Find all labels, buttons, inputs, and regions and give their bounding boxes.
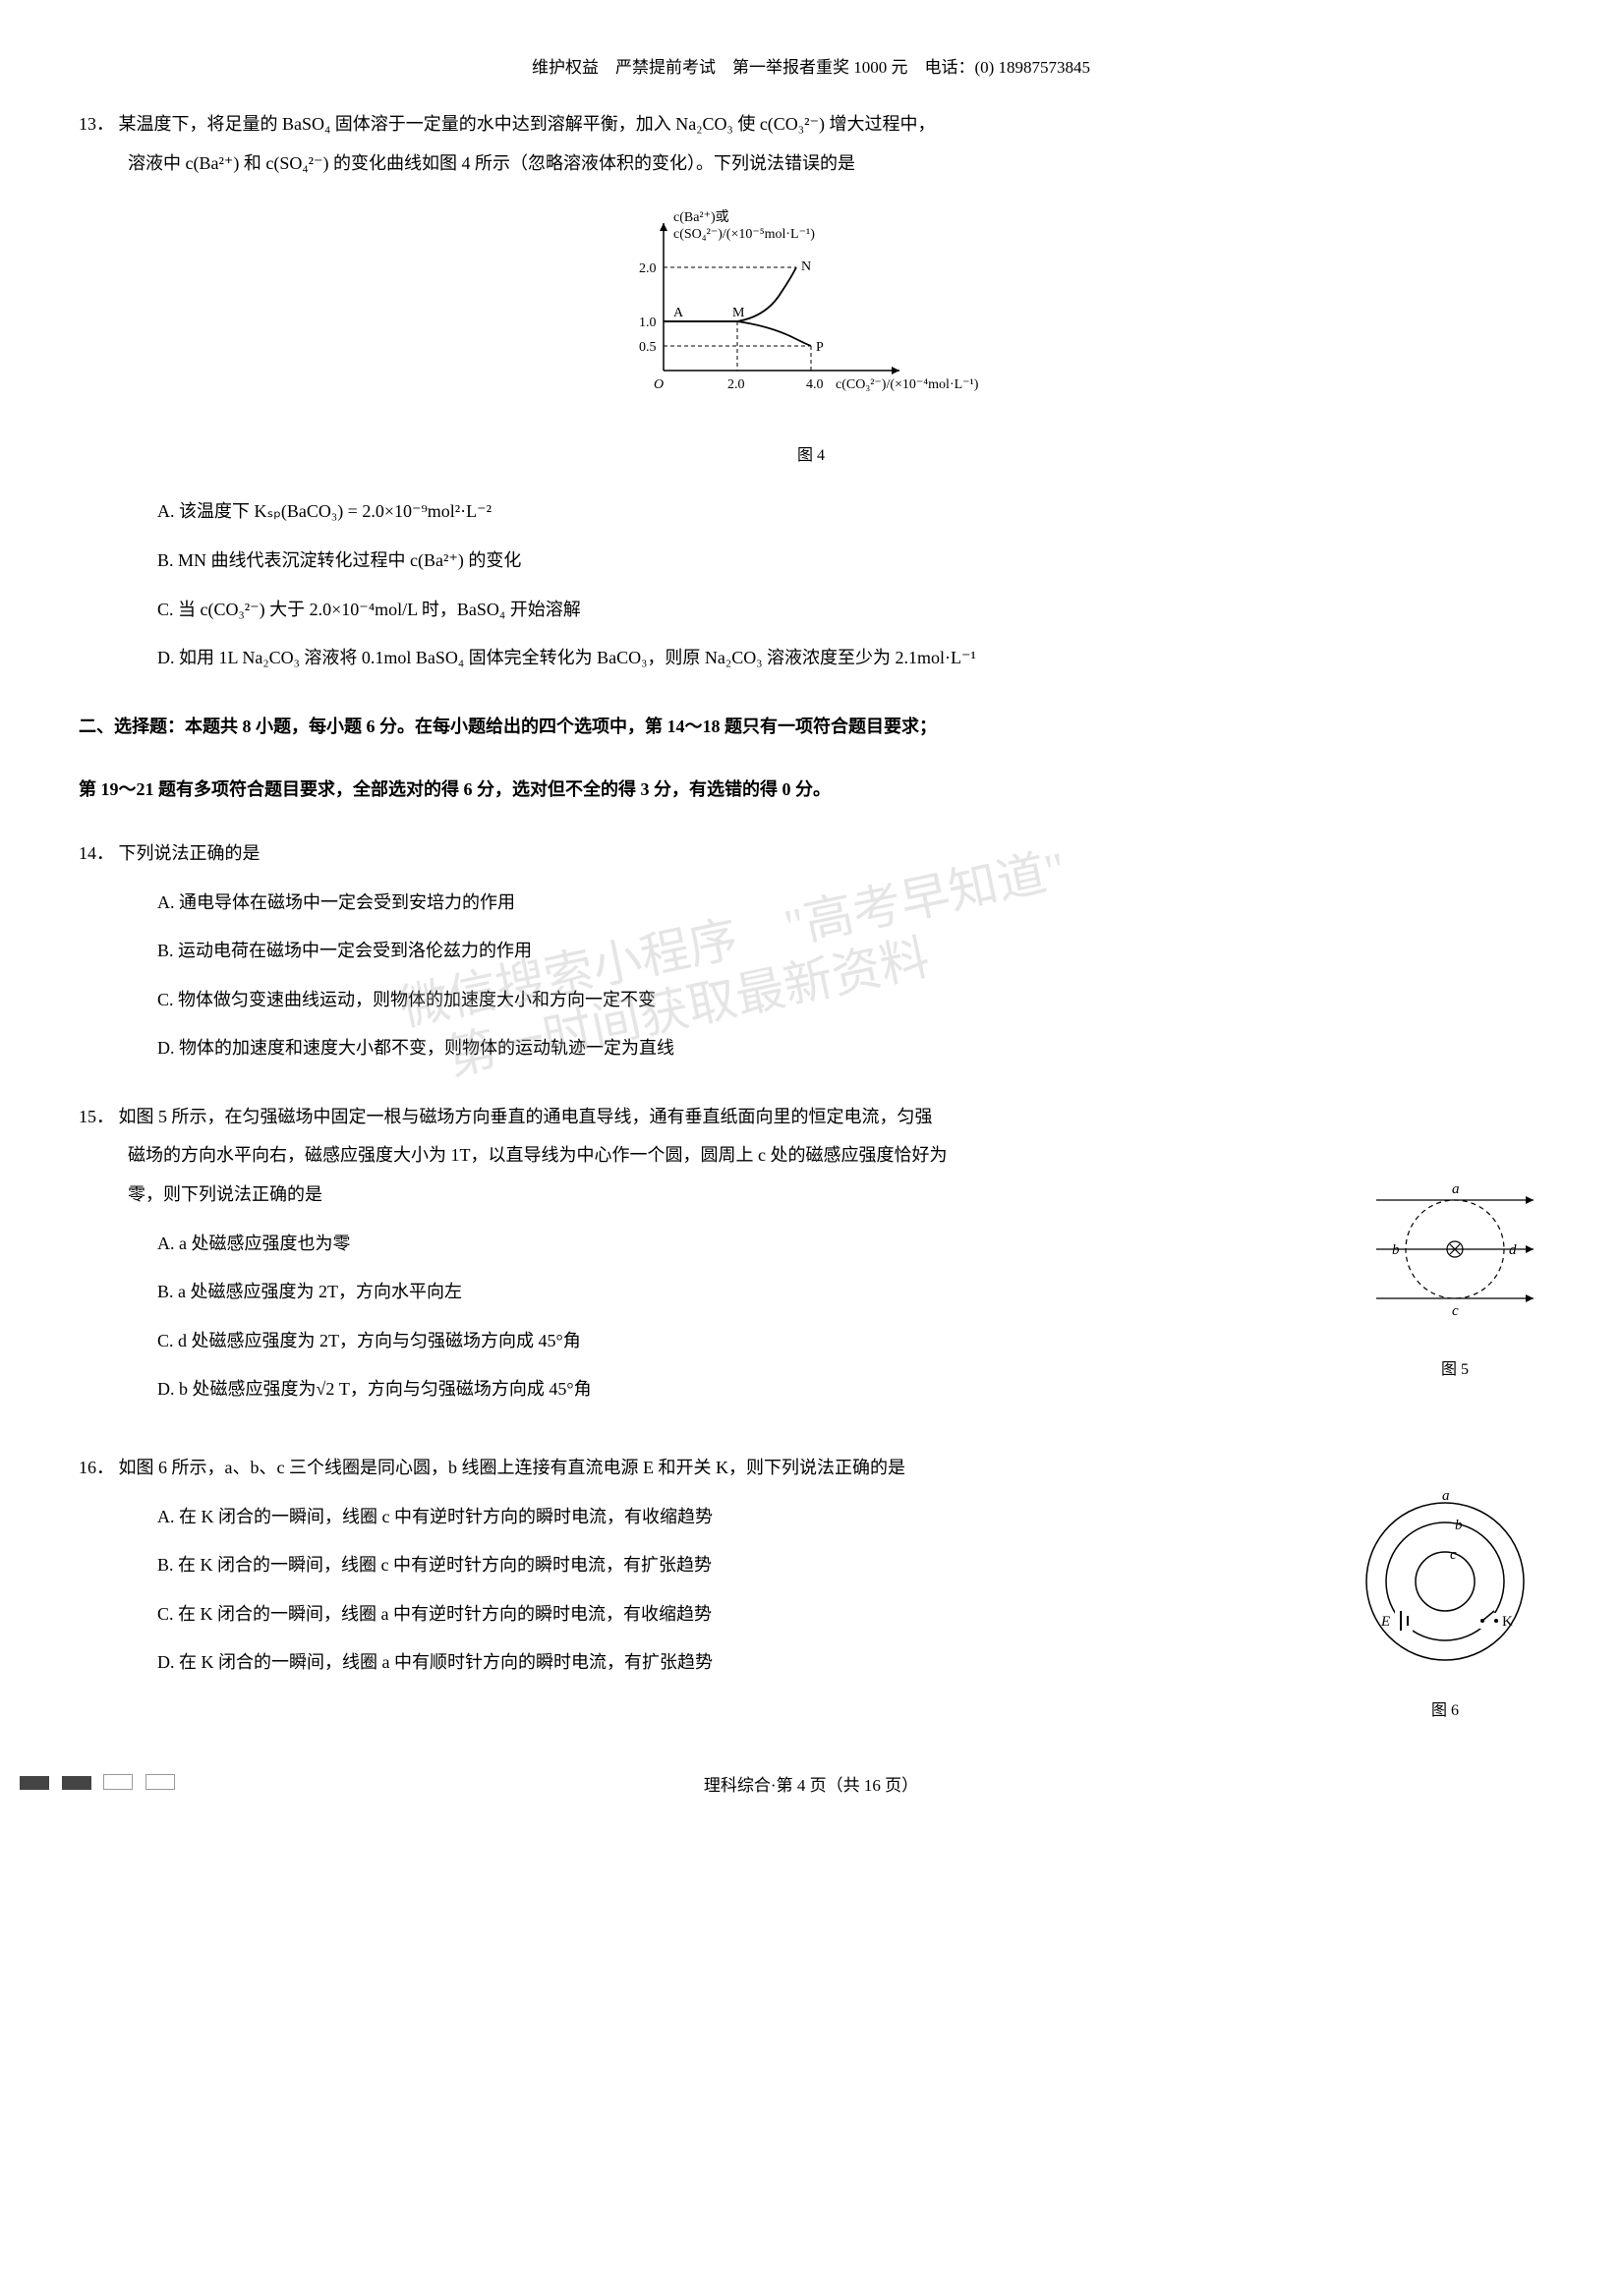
q13-text-2: 溶液中 c(Ba²⁺) 和 c(SO₄²⁻) 的变化曲线如图 4 所示（忽略溶液…: [79, 144, 1543, 184]
q15-option-a: A. a 处磁感应强度也为零: [79, 1225, 1543, 1264]
q16-text: 如图 6 所示，a、b、c 三个线圈是同心圆，b 线圈上连接有直流电源 E 和开…: [119, 1458, 905, 1477]
section-2-header: 二、选择题：本题共 8 小题，每小题 6 分。在每小题给出的四个选项中，第 14…: [79, 708, 1543, 747]
section-2-header-b: 第 19～21 题有多项符合题目要求，全部选对的得 6 分，选对但不全的得 3 …: [79, 771, 1543, 810]
fig5-label-c: c: [1452, 1303, 1459, 1319]
q13-number: 13．: [79, 114, 114, 134]
chart4-origin: O: [654, 377, 664, 392]
chart4-ytick-0: 0.5: [639, 340, 657, 355]
chart4-xtick-1: 4.0: [806, 377, 824, 392]
page-footer: 理科综合·第 4 页（共 16 页）: [79, 1767, 1543, 1804]
q14-number: 14．: [79, 843, 114, 863]
fig5-label-b: b: [1392, 1242, 1400, 1258]
q15-text-1: 如图 5 所示，在匀强磁场中固定一根与磁场方向垂直的通电直导线，通有垂直纸面向里…: [119, 1107, 933, 1126]
q16-number: 16．: [79, 1458, 114, 1477]
scan-marks: [20, 1765, 183, 1805]
chart4-ylabel2: c(SO₄²⁻)/(×10⁻⁵mol·L⁻¹): [673, 227, 815, 242]
q15-text-2: 磁场的方向水平向右，磁感应强度大小为 1T，以直导线为中心作一个圆，圆周上 c …: [79, 1136, 1543, 1176]
figure-5-svg: a b c d: [1366, 1166, 1543, 1333]
chart4-ytick-1: 1.0: [639, 316, 657, 330]
q13-option-b: B. MN 曲线代表沉淀转化过程中 c(Ba²⁺) 的变化: [79, 542, 1543, 581]
q16-option-d: D. 在 K 闭合的一瞬间，线圈 a 中有顺时针方向的瞬时电流，有扩张趋势: [79, 1643, 1543, 1683]
question-15: 15． 如图 5 所示，在匀强磁场中固定一根与磁场方向垂直的通电直导线，通有垂直…: [79, 1098, 1543, 1419]
chart4-ylabel1: c(Ba²⁺)或: [673, 209, 729, 225]
page-header: 维护权益 严禁提前考试 第一举报者重奖 1000 元 电话：(0) 189875…: [79, 49, 1543, 86]
chart4-point-N: N: [801, 259, 811, 274]
q15-option-c: C. d 处磁感应强度为 2T，方向与匀强磁场方向成 45°角: [79, 1322, 1543, 1361]
fig6-label-a: a: [1442, 1488, 1450, 1504]
q14-option-b: B. 运动电荷在磁场中一定会受到洛伦兹力的作用: [79, 932, 1543, 971]
q13-option-c: C. 当 c(CO₃²⁻) 大于 2.0×10⁻⁴mol/L 时，BaSO₄ 开…: [79, 591, 1543, 630]
q13-option-a: A. 该温度下 Kₛₚ(BaCO₃) = 2.0×10⁻⁹mol²·L⁻²: [79, 492, 1543, 532]
q16-option-a: A. 在 K 闭合的一瞬间，线圈 c 中有逆时针方向的瞬时电流，有收缩趋势: [79, 1498, 1543, 1537]
question-14: 14． 下列说法正确的是 A. 通电导体在磁场中一定会受到安培力的作用 B. 运…: [79, 834, 1543, 1068]
chart-4-caption: 图 4: [79, 438, 1543, 473]
question-16: 16． 如图 6 所示，a、b、c 三个线圈是同心圆，b 线圈上连接有直流电源 …: [79, 1449, 1543, 1728]
chart4-point-A: A: [673, 306, 684, 320]
figure-6-svg: a b c E K: [1347, 1488, 1543, 1675]
q14-text: 下列说法正确的是: [119, 843, 261, 863]
q15-option-d: D. b 处磁感应强度为√2 T，方向与匀强磁场方向成 45°角: [79, 1370, 1543, 1409]
chart4-point-M: M: [732, 306, 745, 320]
fig5-label-a: a: [1452, 1181, 1460, 1197]
section-2-line1: 二、选择题：本题共 8 小题，每小题 6 分。在每小题给出的四个选项中，第 14…: [79, 717, 937, 736]
fig5-label-d: d: [1509, 1242, 1517, 1258]
q14-option-d: D. 物体的加速度和速度大小都不变，则物体的运动轨迹一定为直线: [79, 1029, 1543, 1068]
chart-4-container: c(Ba²⁺)或 c(SO₄²⁻)/(×10⁻⁵mol·L⁻¹) 0.5 1.0…: [79, 203, 1543, 474]
fig6-label-E: E: [1380, 1614, 1390, 1630]
fig6-label-c: c: [1450, 1547, 1457, 1563]
q14-option-a: A. 通电导体在磁场中一定会受到安培力的作用: [79, 884, 1543, 923]
q15-option-b: B. a 处磁感应强度为 2T，方向水平向左: [79, 1273, 1543, 1312]
q16-option-b: B. 在 K 闭合的一瞬间，线圈 c 中有逆时针方向的瞬时电流，有扩张趋势: [79, 1546, 1543, 1585]
question-13: 13． 某温度下，将足量的 BaSO₄ 固体溶于一定量的水中达到溶解平衡，加入 …: [79, 105, 1543, 677]
figure-6-container: a b c E K 图 6: [1347, 1488, 1543, 1729]
q13-text-1: 某温度下，将足量的 BaSO₄ 固体溶于一定量的水中达到溶解平衡，加入 Na₂C…: [119, 114, 936, 134]
figure-5-caption: 图 5: [1366, 1352, 1543, 1387]
fig6-label-b: b: [1455, 1518, 1463, 1533]
q14-option-c: C. 物体做匀变速曲线运动，则物体的加速度大小和方向一定不变: [79, 981, 1543, 1020]
q15-number: 15．: [79, 1107, 114, 1126]
q16-option-c: C. 在 K 闭合的一瞬间，线圈 a 中有逆时针方向的瞬时电流，有收缩趋势: [79, 1595, 1543, 1635]
figure-5-container: a b c d 图 5: [1366, 1166, 1543, 1387]
fig6-label-K: K: [1502, 1614, 1513, 1630]
chart4-point-P: P: [816, 340, 824, 355]
chart4-ytick-2: 2.0: [639, 261, 657, 276]
chart-4-svg: c(Ba²⁺)或 c(SO₄²⁻)/(×10⁻⁵mol·L⁻¹) 0.5 1.0…: [605, 203, 1017, 420]
q15-text-3: 零，则下列说法正确的是: [79, 1176, 1543, 1215]
chart4-xlabel: c(CO₃²⁻)/(×10⁻⁴mol·L⁻¹): [836, 377, 979, 392]
q13-option-d: D. 如用 1L Na₂CO₃ 溶液将 0.1mol BaSO₄ 固体完全转化为…: [79, 639, 1543, 678]
figure-6-caption: 图 6: [1347, 1693, 1543, 1728]
chart4-xtick-0: 2.0: [727, 377, 745, 392]
